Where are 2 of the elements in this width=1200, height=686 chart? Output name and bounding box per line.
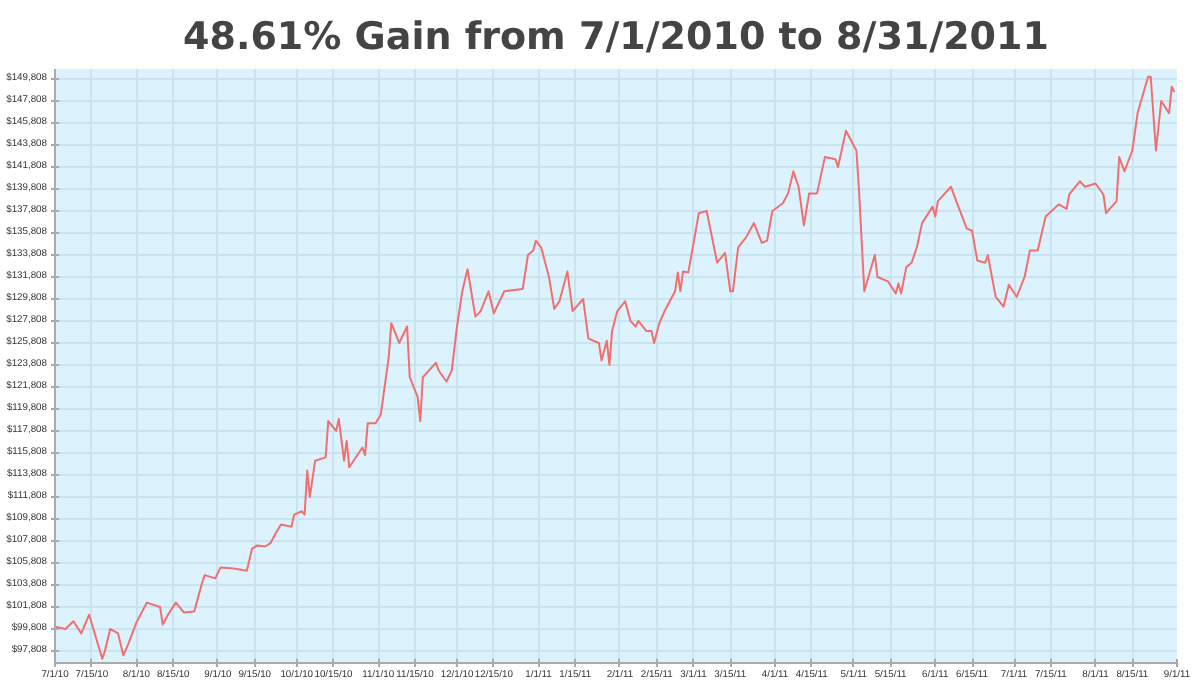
chart-title: 48.61% Gain from 7/1/2010 to 8/31/2011	[183, 15, 1049, 59]
line-series	[55, 75, 1176, 660]
